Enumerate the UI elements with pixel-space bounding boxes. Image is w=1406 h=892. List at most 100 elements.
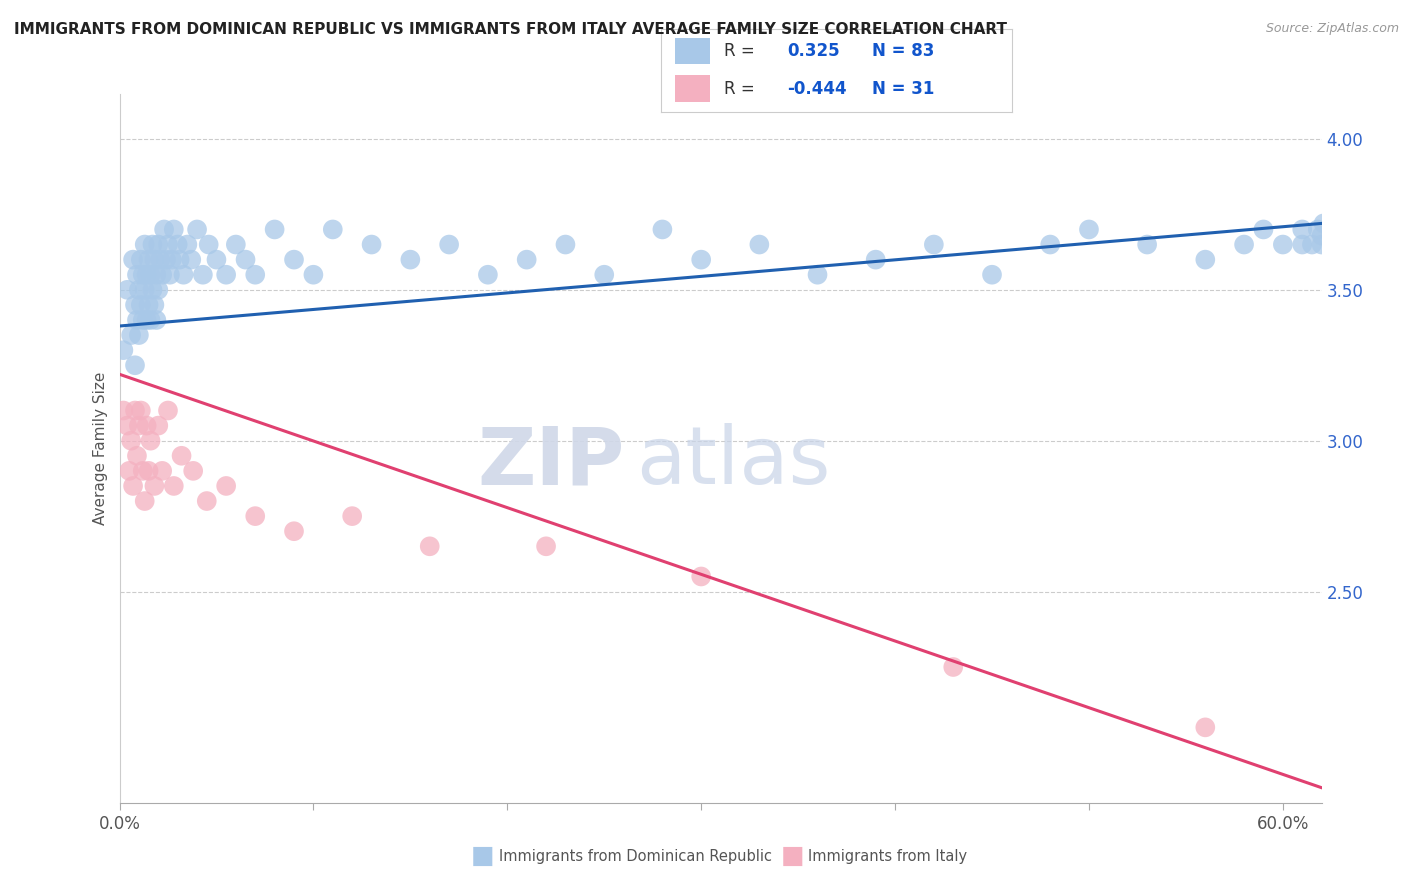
Point xyxy=(235,252,257,267)
Point xyxy=(124,403,146,417)
Point xyxy=(150,464,173,478)
Point xyxy=(322,222,344,236)
Point xyxy=(1039,237,1062,252)
Point xyxy=(124,358,146,372)
Point xyxy=(593,268,616,282)
Point xyxy=(122,479,145,493)
Point xyxy=(117,283,139,297)
Point xyxy=(135,268,157,282)
Point xyxy=(176,237,198,252)
Point xyxy=(748,237,770,252)
Point xyxy=(215,268,238,282)
Point xyxy=(191,268,214,282)
Point xyxy=(516,252,538,267)
Point xyxy=(1291,237,1313,252)
Point xyxy=(245,509,267,524)
Point xyxy=(399,252,422,267)
Text: N = 83: N = 83 xyxy=(872,42,934,60)
Point xyxy=(1078,222,1101,236)
Point xyxy=(340,509,363,524)
Point xyxy=(145,313,167,327)
Point xyxy=(112,403,135,417)
Point xyxy=(181,464,204,478)
Point xyxy=(129,403,152,417)
Point xyxy=(139,268,162,282)
Point xyxy=(1233,237,1256,252)
Point xyxy=(806,268,828,282)
Point xyxy=(112,343,135,358)
Text: Immigrants from Dominican Republic: Immigrants from Dominican Republic xyxy=(499,849,772,863)
Point xyxy=(690,252,713,267)
Point xyxy=(360,237,382,252)
Point xyxy=(166,237,188,252)
Point xyxy=(141,283,163,297)
Point xyxy=(419,539,441,553)
Text: ZIP: ZIP xyxy=(477,424,624,501)
Point xyxy=(155,252,177,267)
Point xyxy=(690,569,713,583)
Point xyxy=(477,268,499,282)
Point xyxy=(128,328,150,343)
Point xyxy=(120,328,142,343)
Point xyxy=(283,524,305,539)
Point xyxy=(159,268,181,282)
Point xyxy=(1194,252,1216,267)
Point xyxy=(1301,237,1323,252)
Point xyxy=(132,464,155,478)
Point xyxy=(135,313,157,327)
Point xyxy=(153,222,176,236)
Point xyxy=(163,222,186,236)
Point xyxy=(180,252,202,267)
Point xyxy=(651,222,673,236)
Point xyxy=(1310,237,1333,252)
Point xyxy=(1194,720,1216,734)
Point xyxy=(143,252,166,267)
Text: R =: R = xyxy=(724,42,755,60)
Point xyxy=(141,237,163,252)
Point xyxy=(186,222,208,236)
Text: ■: ■ xyxy=(471,845,495,868)
Point xyxy=(1312,216,1334,230)
Point xyxy=(1306,222,1329,236)
Point xyxy=(437,237,460,252)
Point xyxy=(981,268,1004,282)
Point xyxy=(128,418,150,433)
Point xyxy=(139,434,162,448)
Point xyxy=(195,494,218,508)
Point xyxy=(124,298,146,312)
Point xyxy=(554,237,576,252)
Point xyxy=(132,268,155,282)
Point xyxy=(156,237,179,252)
Text: IMMIGRANTS FROM DOMINICAN REPUBLIC VS IMMIGRANTS FROM ITALY AVERAGE FAMILY SIZE : IMMIGRANTS FROM DOMINICAN REPUBLIC VS IM… xyxy=(14,22,1007,37)
Point xyxy=(134,494,156,508)
Point xyxy=(169,252,191,267)
Text: -0.444: -0.444 xyxy=(787,79,846,97)
Point xyxy=(125,449,148,463)
Text: 0.325: 0.325 xyxy=(787,42,839,60)
Point xyxy=(922,237,945,252)
Point xyxy=(139,313,162,327)
Y-axis label: Average Family Size: Average Family Size xyxy=(93,372,108,524)
Point xyxy=(120,434,142,448)
Point xyxy=(197,237,219,252)
Point xyxy=(865,252,887,267)
Point xyxy=(148,418,170,433)
Text: Immigrants from Italy: Immigrants from Italy xyxy=(808,849,967,863)
Point xyxy=(225,237,247,252)
Point xyxy=(302,268,325,282)
Point xyxy=(170,449,193,463)
Point xyxy=(1291,222,1313,236)
Point xyxy=(1253,222,1275,236)
Point xyxy=(138,464,160,478)
Point xyxy=(134,283,156,297)
Point xyxy=(143,298,166,312)
Point xyxy=(215,479,238,493)
Point xyxy=(1136,237,1159,252)
Point xyxy=(534,539,557,553)
Point xyxy=(145,268,167,282)
Text: ■: ■ xyxy=(780,845,804,868)
Text: Source: ZipAtlas.com: Source: ZipAtlas.com xyxy=(1265,22,1399,36)
Point xyxy=(122,252,145,267)
Point xyxy=(148,237,170,252)
Point xyxy=(128,283,150,297)
